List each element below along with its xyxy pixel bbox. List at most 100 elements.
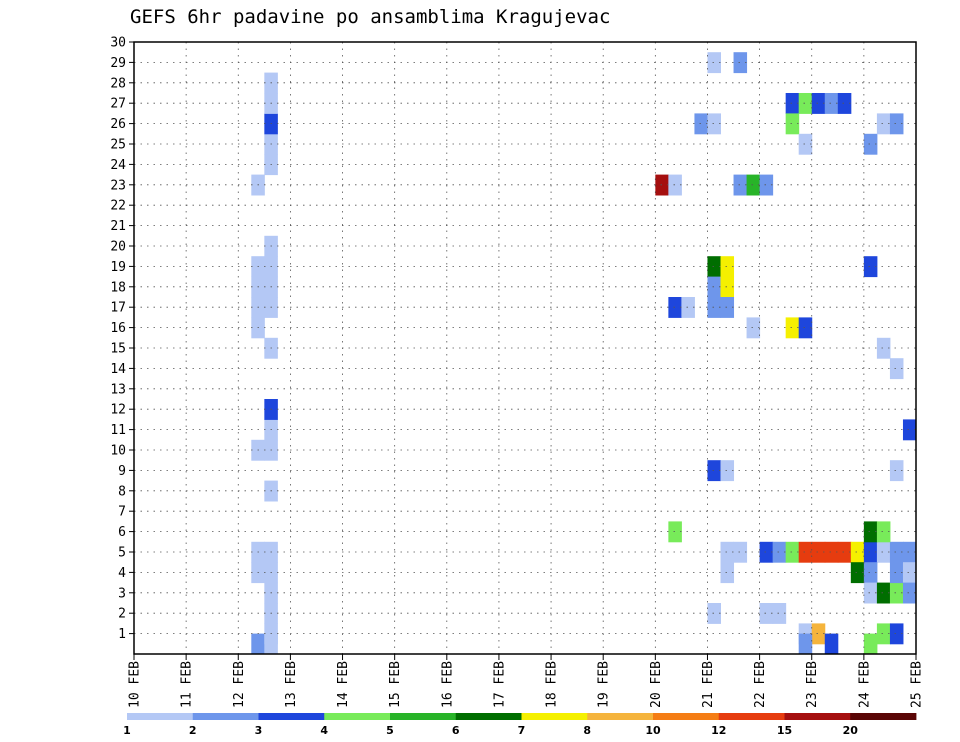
heat-cell bbox=[863, 562, 878, 584]
heat-cell bbox=[681, 297, 695, 318]
heat-cell bbox=[694, 113, 708, 135]
heat-cell bbox=[902, 419, 917, 441]
grid-lines bbox=[134, 41, 916, 654]
colorbar-swatch bbox=[850, 713, 917, 720]
heat-cell bbox=[707, 113, 721, 135]
colorbar-swatch bbox=[718, 713, 785, 720]
heat-cell bbox=[798, 633, 813, 655]
heat-cell bbox=[902, 541, 917, 563]
heat-cell bbox=[811, 541, 826, 563]
heat-cell bbox=[889, 113, 904, 135]
x-tick-label: 20 FEB bbox=[649, 661, 664, 708]
colorbar-swatch bbox=[192, 713, 259, 720]
heat-cell bbox=[824, 633, 839, 655]
y-tick-label: 27 bbox=[110, 97, 126, 112]
y-tick-label: 29 bbox=[110, 56, 126, 71]
heat-cell bbox=[811, 93, 826, 114]
axes: 1234567891011121314151617181920212223242… bbox=[110, 36, 924, 708]
heat-cell bbox=[668, 297, 682, 318]
heat-cell bbox=[811, 623, 826, 645]
y-tick-label: 22 bbox=[110, 199, 126, 214]
y-tick-label: 2 bbox=[118, 607, 126, 622]
y-tick-label: 23 bbox=[110, 178, 126, 193]
colorbar-label: 5 bbox=[386, 724, 394, 737]
y-tick-label: 15 bbox=[110, 342, 126, 357]
heat-cell bbox=[707, 297, 721, 318]
heat-cell bbox=[876, 623, 891, 645]
colorbar-swatch bbox=[455, 713, 522, 720]
heat-cell bbox=[707, 52, 721, 74]
heat-cell bbox=[837, 541, 852, 563]
heat-cell bbox=[785, 93, 800, 114]
y-tick-label: 24 bbox=[110, 158, 126, 173]
y-tick-label: 17 bbox=[110, 301, 126, 316]
colorbar-swatch bbox=[258, 713, 325, 720]
x-tick-label: 21 FEB bbox=[701, 661, 716, 708]
x-tick-label: 14 FEB bbox=[336, 661, 351, 708]
heat-cell bbox=[837, 93, 852, 114]
colorbar: 1 2 3 4 5 6 7 8 10 12 15 20 bbox=[123, 713, 917, 737]
x-tick-label: 23 FEB bbox=[805, 661, 820, 708]
heat-cell bbox=[707, 256, 721, 278]
y-tick-label: 1 bbox=[118, 627, 126, 642]
y-tick-label: 13 bbox=[110, 382, 126, 397]
y-tick-label: 28 bbox=[110, 76, 126, 91]
y-tick-label: 4 bbox=[118, 566, 126, 581]
y-tick-label: 11 bbox=[110, 423, 126, 438]
colorbar-label: 1 bbox=[123, 724, 131, 737]
colorbar-swatch bbox=[324, 713, 391, 720]
heat-cell bbox=[707, 603, 721, 624]
y-tick-label: 14 bbox=[110, 362, 126, 377]
heat-cell bbox=[876, 582, 891, 604]
heat-cell bbox=[876, 541, 891, 563]
heat-cell bbox=[759, 541, 774, 563]
heat-cell bbox=[785, 113, 800, 135]
data-cells bbox=[251, 52, 917, 655]
heat-cell bbox=[720, 460, 735, 482]
heat-cell bbox=[850, 541, 865, 563]
heat-cell bbox=[759, 174, 774, 196]
heat-cell bbox=[720, 562, 735, 584]
heat-cell bbox=[902, 582, 917, 604]
x-tick-label: 11 FEB bbox=[180, 661, 195, 708]
heat-cell bbox=[746, 317, 761, 339]
y-tick-label: 7 bbox=[118, 505, 126, 520]
heat-cell bbox=[863, 541, 878, 563]
x-tick-label: 16 FEB bbox=[440, 661, 455, 708]
x-tick-label: 24 FEB bbox=[857, 661, 872, 708]
heat-cell bbox=[746, 174, 761, 196]
heat-cell bbox=[876, 113, 891, 135]
y-tick-label: 20 bbox=[110, 240, 126, 255]
heat-cell bbox=[889, 623, 904, 645]
heat-cell bbox=[668, 174, 682, 196]
heat-cell bbox=[863, 256, 878, 278]
heat-cell bbox=[251, 633, 265, 655]
colorbar-label: 20 bbox=[843, 724, 859, 737]
x-tick-label: 13 FEB bbox=[284, 661, 299, 708]
x-tick-label: 22 FEB bbox=[753, 661, 768, 708]
colorbar-swatch bbox=[653, 713, 720, 720]
chart-title: GEFS 6hr padavine po ansamblima Kragujev… bbox=[130, 6, 611, 28]
y-tick-label: 3 bbox=[118, 586, 126, 601]
heat-cell bbox=[798, 541, 813, 563]
heat-cell bbox=[889, 562, 904, 584]
heat-cell bbox=[876, 521, 891, 543]
colorbar-label: 15 bbox=[777, 724, 792, 737]
heat-cell bbox=[707, 276, 721, 298]
colorbar-label: 10 bbox=[645, 724, 661, 737]
colorbar-label: 4 bbox=[320, 724, 328, 737]
colorbar-swatch bbox=[390, 713, 457, 720]
heat-cell bbox=[824, 93, 839, 114]
y-tick-label: 10 bbox=[110, 444, 126, 459]
colorbar-swatch bbox=[587, 713, 654, 720]
colorbar-label: 3 bbox=[255, 724, 263, 737]
heat-cell bbox=[733, 52, 748, 74]
heat-cell bbox=[798, 93, 813, 114]
heat-cell bbox=[889, 582, 904, 604]
heat-cell bbox=[798, 317, 813, 339]
colorbar-label: 12 bbox=[711, 724, 726, 737]
y-tick-label: 8 bbox=[118, 484, 126, 499]
heat-cell bbox=[733, 541, 748, 563]
y-tick-label: 16 bbox=[110, 321, 126, 336]
heat-cell bbox=[655, 174, 669, 196]
